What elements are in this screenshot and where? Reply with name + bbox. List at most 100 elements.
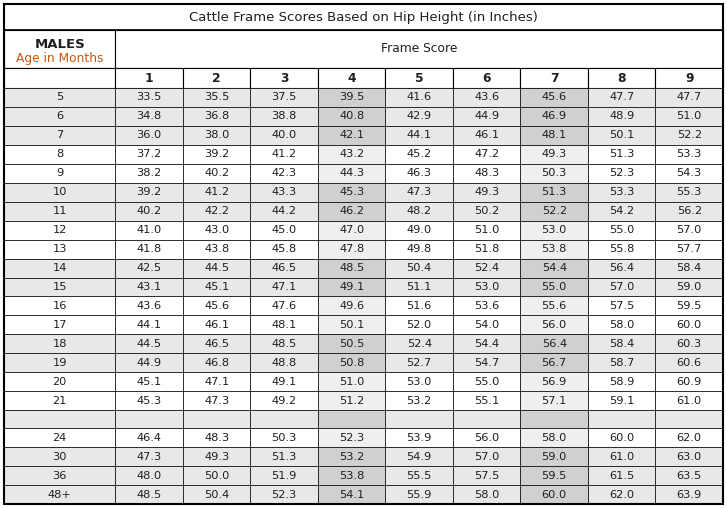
Bar: [385, 428, 453, 447]
Text: 56.0: 56.0: [542, 320, 567, 330]
Bar: [453, 372, 521, 391]
Text: 49.3: 49.3: [204, 452, 229, 462]
Bar: [318, 183, 385, 202]
Bar: [521, 391, 588, 410]
Bar: [318, 220, 385, 240]
Text: 53.0: 53.0: [474, 282, 499, 292]
Bar: [116, 202, 183, 220]
Bar: [116, 68, 183, 88]
Bar: [183, 447, 251, 466]
Bar: [521, 68, 588, 88]
Text: 55.9: 55.9: [406, 490, 432, 499]
Bar: [4, 220, 116, 240]
Bar: [4, 466, 116, 485]
Text: 45.1: 45.1: [137, 377, 162, 387]
Text: 59.1: 59.1: [609, 396, 635, 406]
Bar: [453, 259, 521, 277]
Bar: [588, 372, 656, 391]
Text: 44.5: 44.5: [137, 339, 162, 349]
Bar: [588, 354, 656, 372]
Text: 56.4: 56.4: [542, 339, 567, 349]
Text: 45.3: 45.3: [137, 396, 162, 406]
Bar: [116, 259, 183, 277]
Bar: [453, 315, 521, 334]
Text: 50.3: 50.3: [271, 433, 297, 442]
Text: 9: 9: [56, 168, 63, 178]
Bar: [4, 410, 116, 428]
Bar: [116, 126, 183, 145]
Text: 41.2: 41.2: [204, 187, 229, 197]
Bar: [4, 277, 116, 297]
Bar: [521, 372, 588, 391]
Bar: [4, 88, 116, 107]
Bar: [453, 297, 521, 315]
Text: 43.2: 43.2: [340, 149, 364, 160]
Bar: [318, 164, 385, 183]
Text: 48.1: 48.1: [542, 131, 567, 140]
Text: 59.0: 59.0: [677, 282, 702, 292]
Text: 54.2: 54.2: [609, 206, 634, 216]
Text: 50.5: 50.5: [339, 339, 364, 349]
Text: 38.0: 38.0: [204, 131, 230, 140]
Bar: [521, 485, 588, 504]
Text: 44.9: 44.9: [474, 111, 499, 121]
Text: 8: 8: [617, 72, 626, 84]
Text: 48.0: 48.0: [137, 470, 162, 481]
Bar: [251, 410, 318, 428]
Text: 57.0: 57.0: [474, 452, 499, 462]
Text: 48.3: 48.3: [474, 168, 499, 178]
Bar: [183, 145, 251, 164]
Text: 39.2: 39.2: [204, 149, 229, 160]
Text: 47.3: 47.3: [204, 396, 229, 406]
Bar: [453, 391, 521, 410]
Text: 60.6: 60.6: [677, 358, 702, 368]
Bar: [4, 68, 116, 88]
Text: 46.4: 46.4: [137, 433, 161, 442]
Bar: [4, 107, 116, 126]
Bar: [183, 354, 251, 372]
Bar: [385, 220, 453, 240]
Bar: [588, 277, 656, 297]
Text: 36: 36: [52, 470, 67, 481]
Text: 13: 13: [52, 244, 67, 254]
Bar: [4, 126, 116, 145]
Text: 53.2: 53.2: [406, 396, 432, 406]
Text: 51.2: 51.2: [339, 396, 364, 406]
Bar: [385, 277, 453, 297]
Text: 60.0: 60.0: [609, 433, 635, 442]
Text: 44.2: 44.2: [272, 206, 297, 216]
Text: 55.0: 55.0: [474, 377, 499, 387]
Bar: [521, 410, 588, 428]
Text: 58.7: 58.7: [609, 358, 635, 368]
Text: 52.3: 52.3: [609, 168, 635, 178]
Text: 54.7: 54.7: [474, 358, 499, 368]
Bar: [521, 466, 588, 485]
Bar: [521, 220, 588, 240]
Bar: [318, 107, 385, 126]
Text: 44.1: 44.1: [406, 131, 432, 140]
Bar: [656, 183, 723, 202]
Bar: [385, 164, 453, 183]
Bar: [385, 391, 453, 410]
Text: 48.3: 48.3: [204, 433, 229, 442]
Bar: [318, 145, 385, 164]
Bar: [251, 126, 318, 145]
Bar: [385, 88, 453, 107]
Bar: [521, 315, 588, 334]
Text: 38.8: 38.8: [271, 111, 297, 121]
Bar: [318, 297, 385, 315]
Bar: [656, 334, 723, 354]
Bar: [251, 391, 318, 410]
Text: 43.1: 43.1: [137, 282, 162, 292]
Bar: [453, 183, 521, 202]
Bar: [318, 315, 385, 334]
Bar: [4, 297, 116, 315]
Bar: [656, 126, 723, 145]
Bar: [183, 68, 251, 88]
Bar: [116, 88, 183, 107]
Bar: [251, 107, 318, 126]
Text: 8: 8: [56, 149, 63, 160]
Bar: [318, 354, 385, 372]
Text: 49.3: 49.3: [474, 187, 499, 197]
Bar: [453, 277, 521, 297]
